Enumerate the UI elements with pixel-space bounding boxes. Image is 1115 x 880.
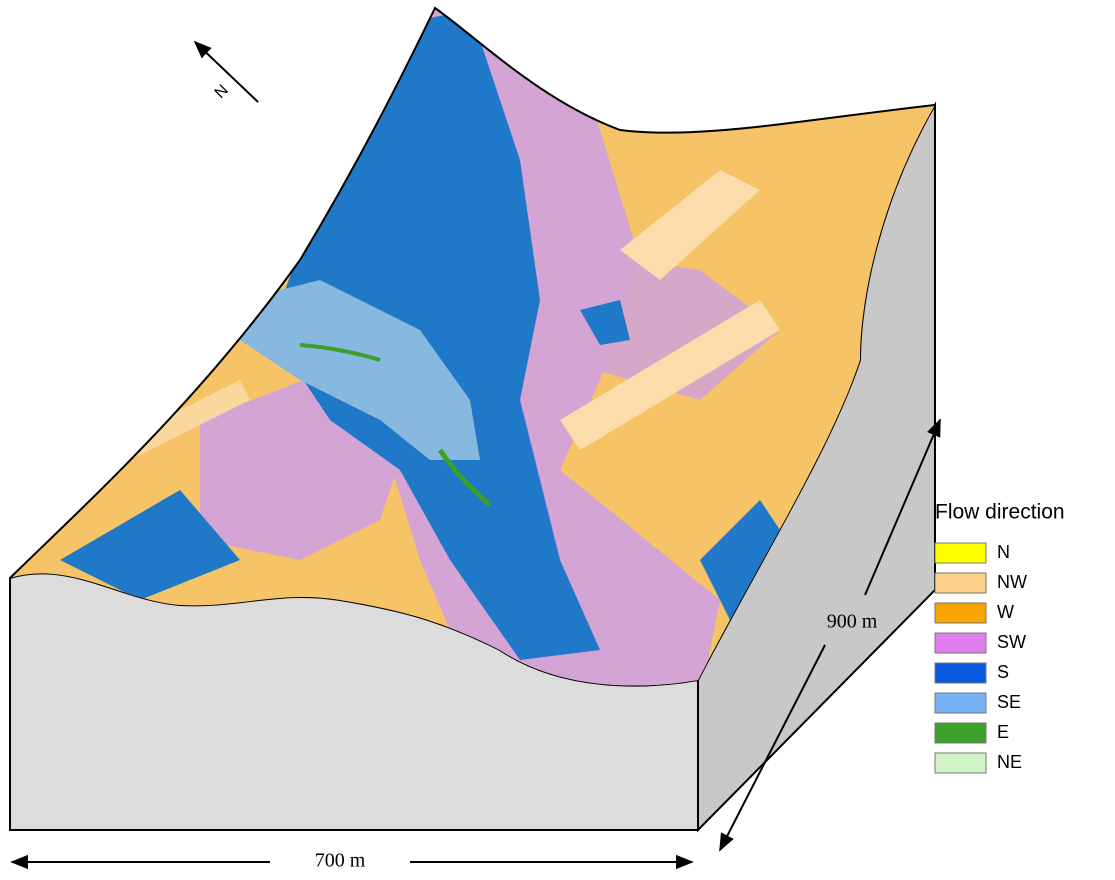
legend-label: S (997, 662, 1009, 682)
legend-swatch (935, 603, 986, 623)
block-diagram: N 700 m 900 m Flow direction N NW W SW S SE EN… (0, 0, 1115, 880)
legend-label: W (997, 602, 1014, 622)
depth-label: 900 m (827, 611, 878, 633)
legend: Flow direction N NW W SW S SE E NE (935, 501, 1065, 773)
legend-swatch (935, 723, 986, 743)
legend-swatch (935, 753, 986, 773)
legend-label: NE (997, 752, 1022, 772)
legend-label: SE (997, 692, 1021, 712)
legend-label: NW (997, 572, 1027, 592)
legend-label: N (997, 542, 1010, 562)
legend-swatch (935, 573, 986, 593)
legend-title: Flow direction (935, 501, 1065, 524)
legend-swatch (935, 693, 986, 713)
legend-swatch (935, 633, 986, 653)
legend-label: E (997, 722, 1009, 742)
legend-swatch (935, 543, 986, 563)
legend-swatch (935, 663, 986, 683)
legend-label: SW (997, 632, 1026, 652)
north-label: N (212, 82, 232, 102)
width-label: 700 m (315, 850, 366, 872)
